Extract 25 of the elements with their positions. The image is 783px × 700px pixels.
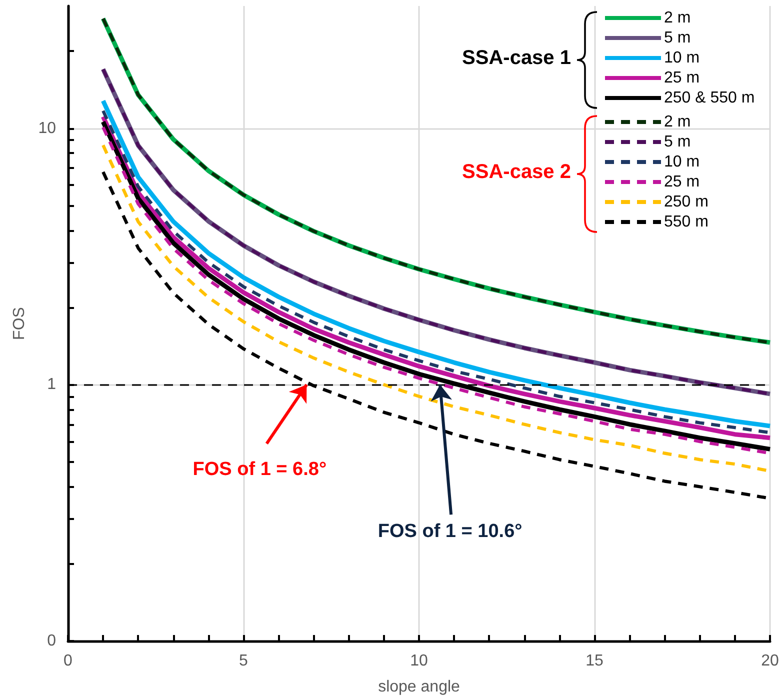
legend-label: 250 & 550 m (664, 90, 755, 106)
y-tick-label: 10 (38, 120, 56, 137)
x-axis-title: slope angle (378, 678, 460, 696)
legend-label: 550 m (664, 214, 708, 230)
x-tick-label: 0 (64, 652, 73, 670)
x-tick-label: 15 (586, 652, 604, 670)
x-tick-label: 20 (761, 652, 779, 670)
legend-label: 5 m (664, 134, 691, 150)
legend-label: 10 m (664, 154, 700, 170)
y-tick-label: 0 (47, 632, 56, 650)
legend-label: 10 m (664, 50, 700, 66)
legend-label: 5 m (664, 30, 691, 46)
legend-label: 25 m (664, 70, 700, 86)
y-tick-label: 1 (47, 376, 56, 394)
y-axis-title: FOS (10, 307, 28, 340)
annotation: SSA-case 1 (462, 47, 571, 69)
legend-label: 2 m (664, 10, 691, 26)
x-tick-label: 5 (239, 652, 248, 670)
legend-label: 2 m (664, 114, 691, 130)
legend-label: 250 m (664, 194, 708, 210)
annotation: FOS of 1 = 10.6° (378, 521, 522, 542)
legend-label: 25 m (664, 174, 700, 190)
annotation: FOS of 1 = 6.8° (192, 459, 327, 480)
x-tick-label: 10 (410, 652, 428, 670)
annotation: SSA-case 2 (462, 161, 571, 183)
